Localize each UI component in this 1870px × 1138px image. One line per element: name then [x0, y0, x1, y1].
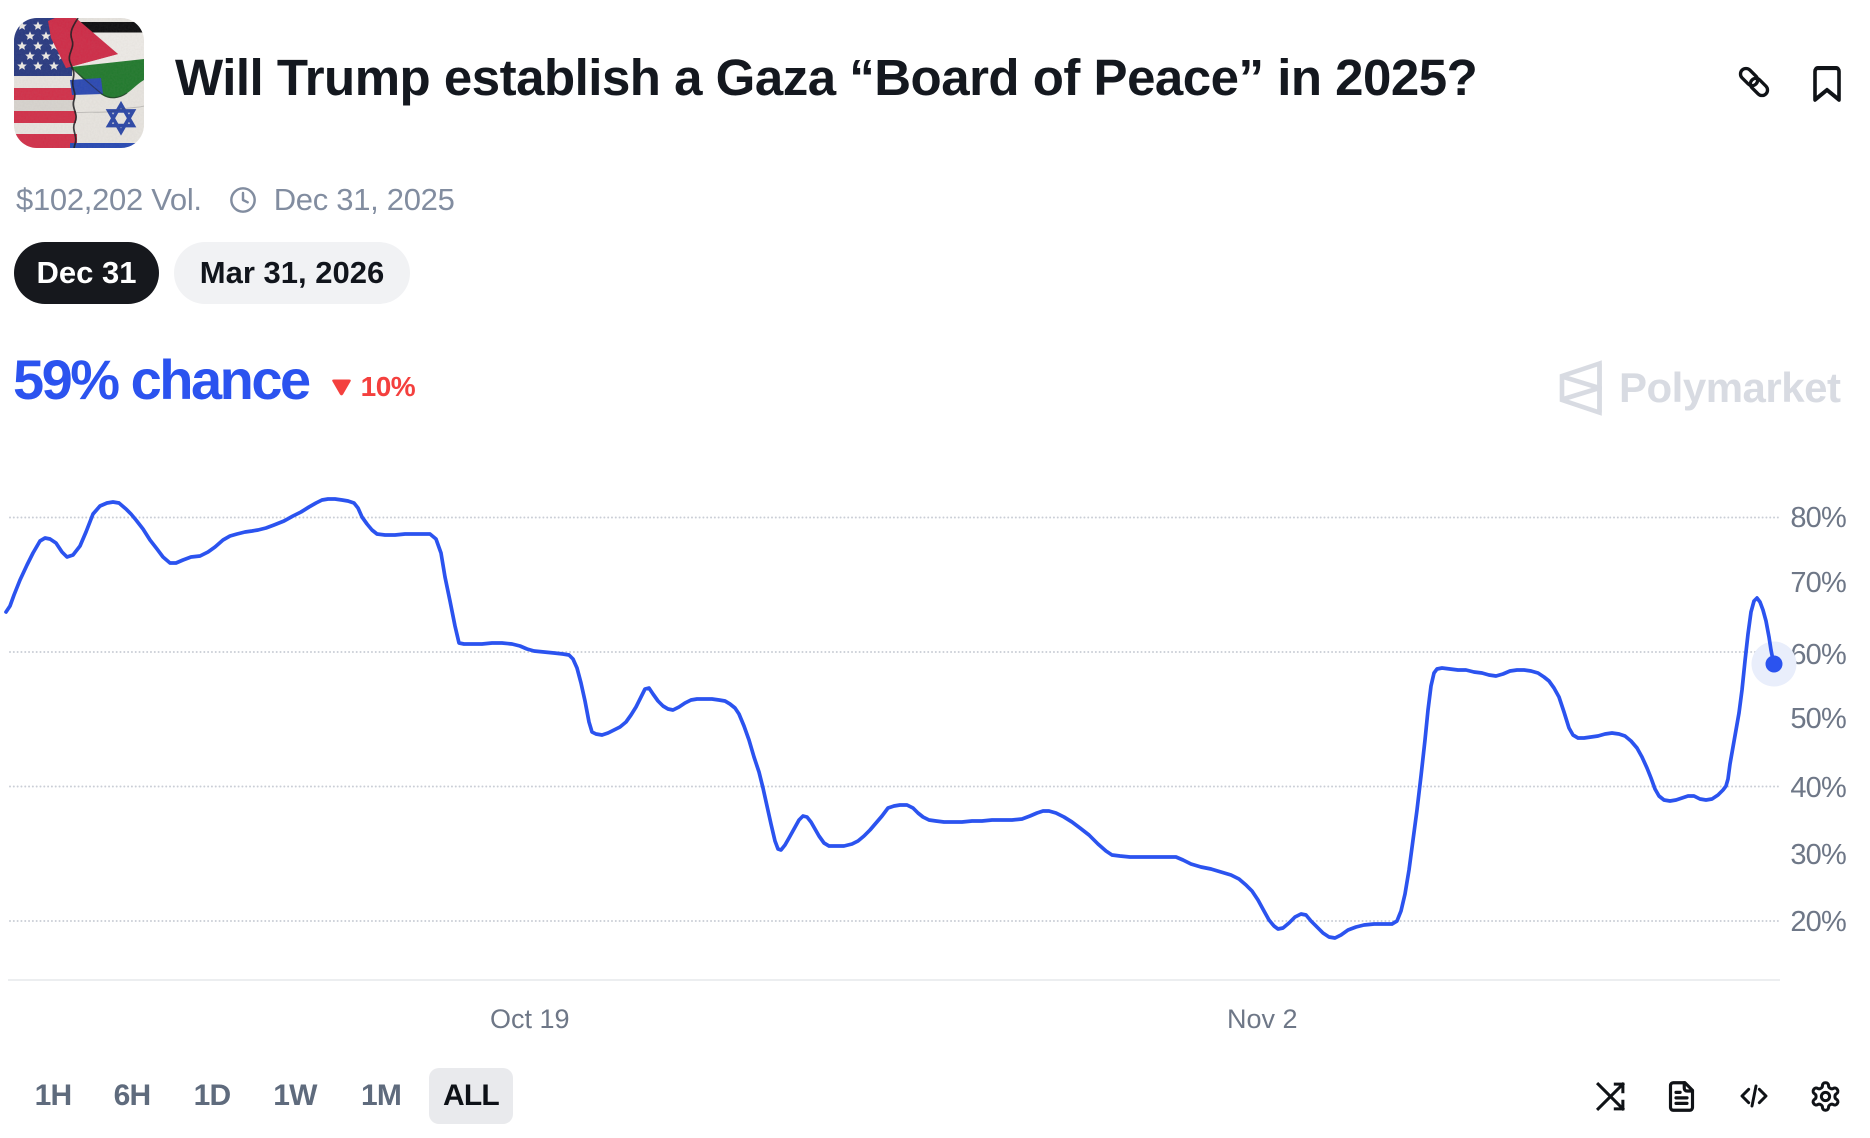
svg-text:70%: 70%	[1790, 567, 1846, 599]
svg-text:40%: 40%	[1790, 772, 1846, 804]
svg-text:80%: 80%	[1790, 502, 1846, 534]
svg-text:30%: 30%	[1790, 839, 1846, 871]
svg-text:50%: 50%	[1790, 703, 1846, 735]
svg-text:60%: 60%	[1790, 639, 1846, 671]
svg-text:20%: 20%	[1790, 906, 1846, 938]
